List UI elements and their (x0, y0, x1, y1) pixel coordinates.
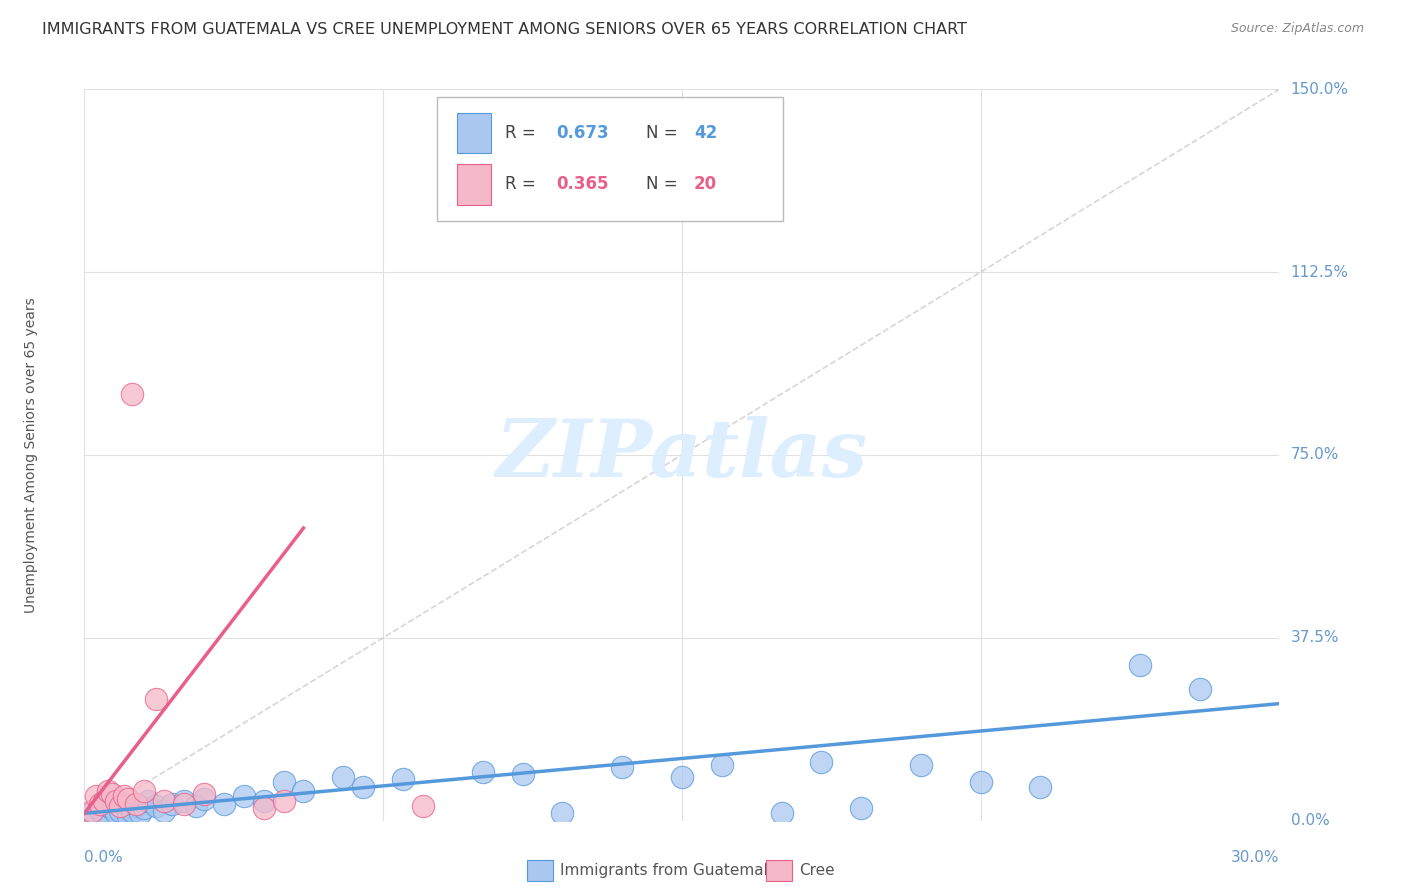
Point (89, 797, 111, 811)
Point (136, 794, 159, 808)
Point (1029, 780, 1052, 794)
Point (212, 797, 235, 811)
Point (849, 801, 872, 815)
Point (273, 794, 295, 808)
Point (671, 770, 693, 784)
Text: 0.365: 0.365 (557, 176, 609, 194)
Point (110, 804, 132, 818)
Point (132, 784, 156, 798)
Text: 30.0%: 30.0% (1232, 850, 1279, 865)
Point (512, 767, 534, 781)
Text: Unemployment Among Seniors over 65 years: Unemployment Among Seniors over 65 years (24, 297, 38, 613)
Point (273, 774, 295, 789)
Point (253, 794, 276, 808)
Text: Source: ZipAtlas.com: Source: ZipAtlas.com (1230, 22, 1364, 36)
Point (132, 801, 156, 815)
Point (1129, 657, 1152, 672)
Point (710, 757, 733, 772)
Point (412, 799, 434, 814)
Point (145, 691, 167, 706)
Point (121, 804, 143, 818)
Point (1188, 681, 1211, 696)
Point (292, 784, 315, 798)
Point (105, 794, 128, 808)
Point (173, 794, 195, 808)
Point (770, 806, 793, 821)
Point (82, 804, 104, 818)
Point (332, 770, 354, 784)
Point (82, 806, 104, 821)
Point (153, 804, 176, 818)
Text: 0.0%: 0.0% (84, 850, 124, 865)
Point (101, 801, 124, 815)
Text: 112.5%: 112.5% (1291, 265, 1348, 279)
Point (89, 804, 111, 818)
FancyBboxPatch shape (526, 860, 553, 880)
Text: Cree: Cree (799, 863, 835, 878)
Point (110, 799, 132, 814)
Point (117, 791, 139, 805)
Point (551, 806, 574, 821)
Text: R =: R = (505, 176, 541, 194)
Point (232, 789, 254, 804)
Point (93, 809, 115, 823)
Point (173, 797, 195, 811)
Text: 42: 42 (695, 124, 717, 142)
Text: Immigrants from Guatemala: Immigrants from Guatemala (560, 863, 778, 878)
Point (105, 806, 128, 821)
Point (84, 789, 107, 804)
Point (129, 806, 152, 821)
Point (193, 791, 215, 805)
Text: 0.673: 0.673 (557, 124, 609, 142)
Point (160, 797, 183, 811)
Text: IMMIGRANTS FROM GUATEMALA VS CREE UNEMPLOYMENT AMONG SENIORS OVER 65 YEARS CORRE: IMMIGRANTS FROM GUATEMALA VS CREE UNEMPL… (42, 22, 967, 37)
Point (392, 772, 415, 787)
Point (253, 801, 276, 815)
Point (153, 794, 176, 808)
Point (97, 784, 120, 798)
Point (184, 799, 207, 814)
Point (145, 799, 167, 814)
Point (125, 799, 148, 814)
FancyBboxPatch shape (457, 164, 491, 204)
Text: 75.0%: 75.0% (1291, 448, 1339, 462)
FancyBboxPatch shape (457, 112, 491, 153)
Text: 37.5%: 37.5% (1291, 631, 1339, 645)
Point (352, 780, 374, 794)
Point (910, 757, 932, 772)
Point (93, 794, 115, 808)
Point (101, 787, 124, 801)
Point (610, 760, 633, 774)
Point (810, 755, 832, 769)
Point (125, 797, 148, 811)
Text: N =: N = (647, 124, 683, 142)
Point (117, 809, 139, 823)
Point (121, 387, 143, 401)
Text: R =: R = (505, 124, 541, 142)
Point (112, 789, 135, 804)
Text: 20: 20 (695, 176, 717, 194)
Point (970, 774, 993, 789)
Point (471, 764, 494, 779)
Text: N =: N = (647, 176, 683, 194)
Point (97, 799, 120, 814)
Point (193, 787, 215, 801)
Text: 150.0%: 150.0% (1291, 82, 1348, 96)
Point (112, 797, 135, 811)
Text: 0.0%: 0.0% (1291, 814, 1329, 828)
FancyBboxPatch shape (765, 860, 792, 880)
Text: ZIPatlas: ZIPatlas (496, 417, 868, 493)
FancyBboxPatch shape (437, 96, 783, 221)
